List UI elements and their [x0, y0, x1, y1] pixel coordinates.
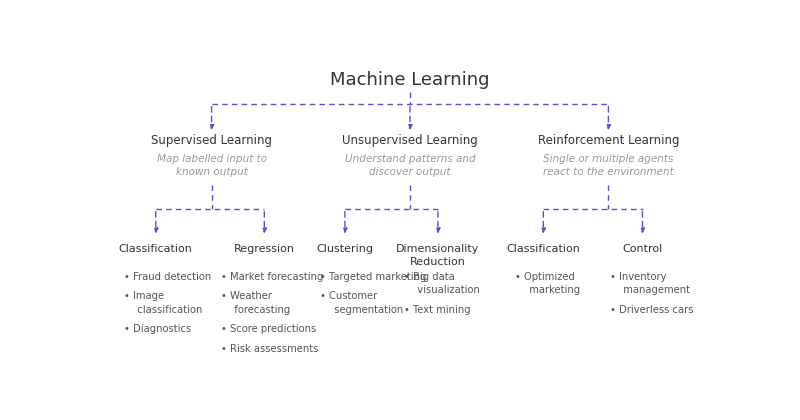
Text: marketing: marketing [523, 285, 580, 295]
Text: forecasting: forecasting [228, 305, 290, 315]
Text: • Diagnostics: • Diagnostics [123, 324, 191, 334]
Text: Map labelled input to
known output: Map labelled input to known output [157, 154, 266, 177]
Text: Supervised Learning: Supervised Learning [151, 134, 272, 147]
Text: Classification: Classification [119, 244, 193, 255]
Text: • Risk assessments: • Risk assessments [221, 344, 318, 354]
Text: segmentation: segmentation [327, 305, 402, 315]
Text: • Weather: • Weather [221, 291, 272, 302]
Text: Clustering: Clustering [316, 244, 374, 255]
Text: Machine Learning: Machine Learning [330, 71, 490, 89]
Text: • Targeted marketing: • Targeted marketing [320, 272, 426, 282]
Text: • Text mining: • Text mining [404, 305, 470, 315]
Text: • Big data: • Big data [404, 272, 454, 282]
Text: visualization: visualization [411, 285, 480, 295]
Text: • Inventory: • Inventory [610, 272, 666, 282]
Text: management: management [617, 285, 690, 295]
Text: Unsupervised Learning: Unsupervised Learning [342, 134, 478, 147]
Text: Dimensionality
Reduction: Dimensionality Reduction [396, 244, 479, 267]
Text: • Customer: • Customer [320, 291, 378, 302]
Text: • Fraud detection: • Fraud detection [123, 272, 211, 282]
Text: • Market forecasting: • Market forecasting [221, 272, 323, 282]
Text: Understand patterns and
discover output: Understand patterns and discover output [345, 154, 475, 177]
Text: Single or multiple agents
react to the environment: Single or multiple agents react to the e… [543, 154, 674, 177]
Text: • Driverless cars: • Driverless cars [610, 305, 693, 315]
Text: classification: classification [131, 305, 202, 315]
Text: • Image: • Image [123, 291, 164, 302]
Text: • Score predictions: • Score predictions [221, 324, 316, 334]
Text: Classification: Classification [506, 244, 580, 255]
Text: Regression: Regression [234, 244, 294, 255]
Text: Control: Control [622, 244, 662, 255]
Text: • Optimized: • Optimized [515, 272, 575, 282]
Text: Reinforcement Learning: Reinforcement Learning [538, 134, 679, 147]
